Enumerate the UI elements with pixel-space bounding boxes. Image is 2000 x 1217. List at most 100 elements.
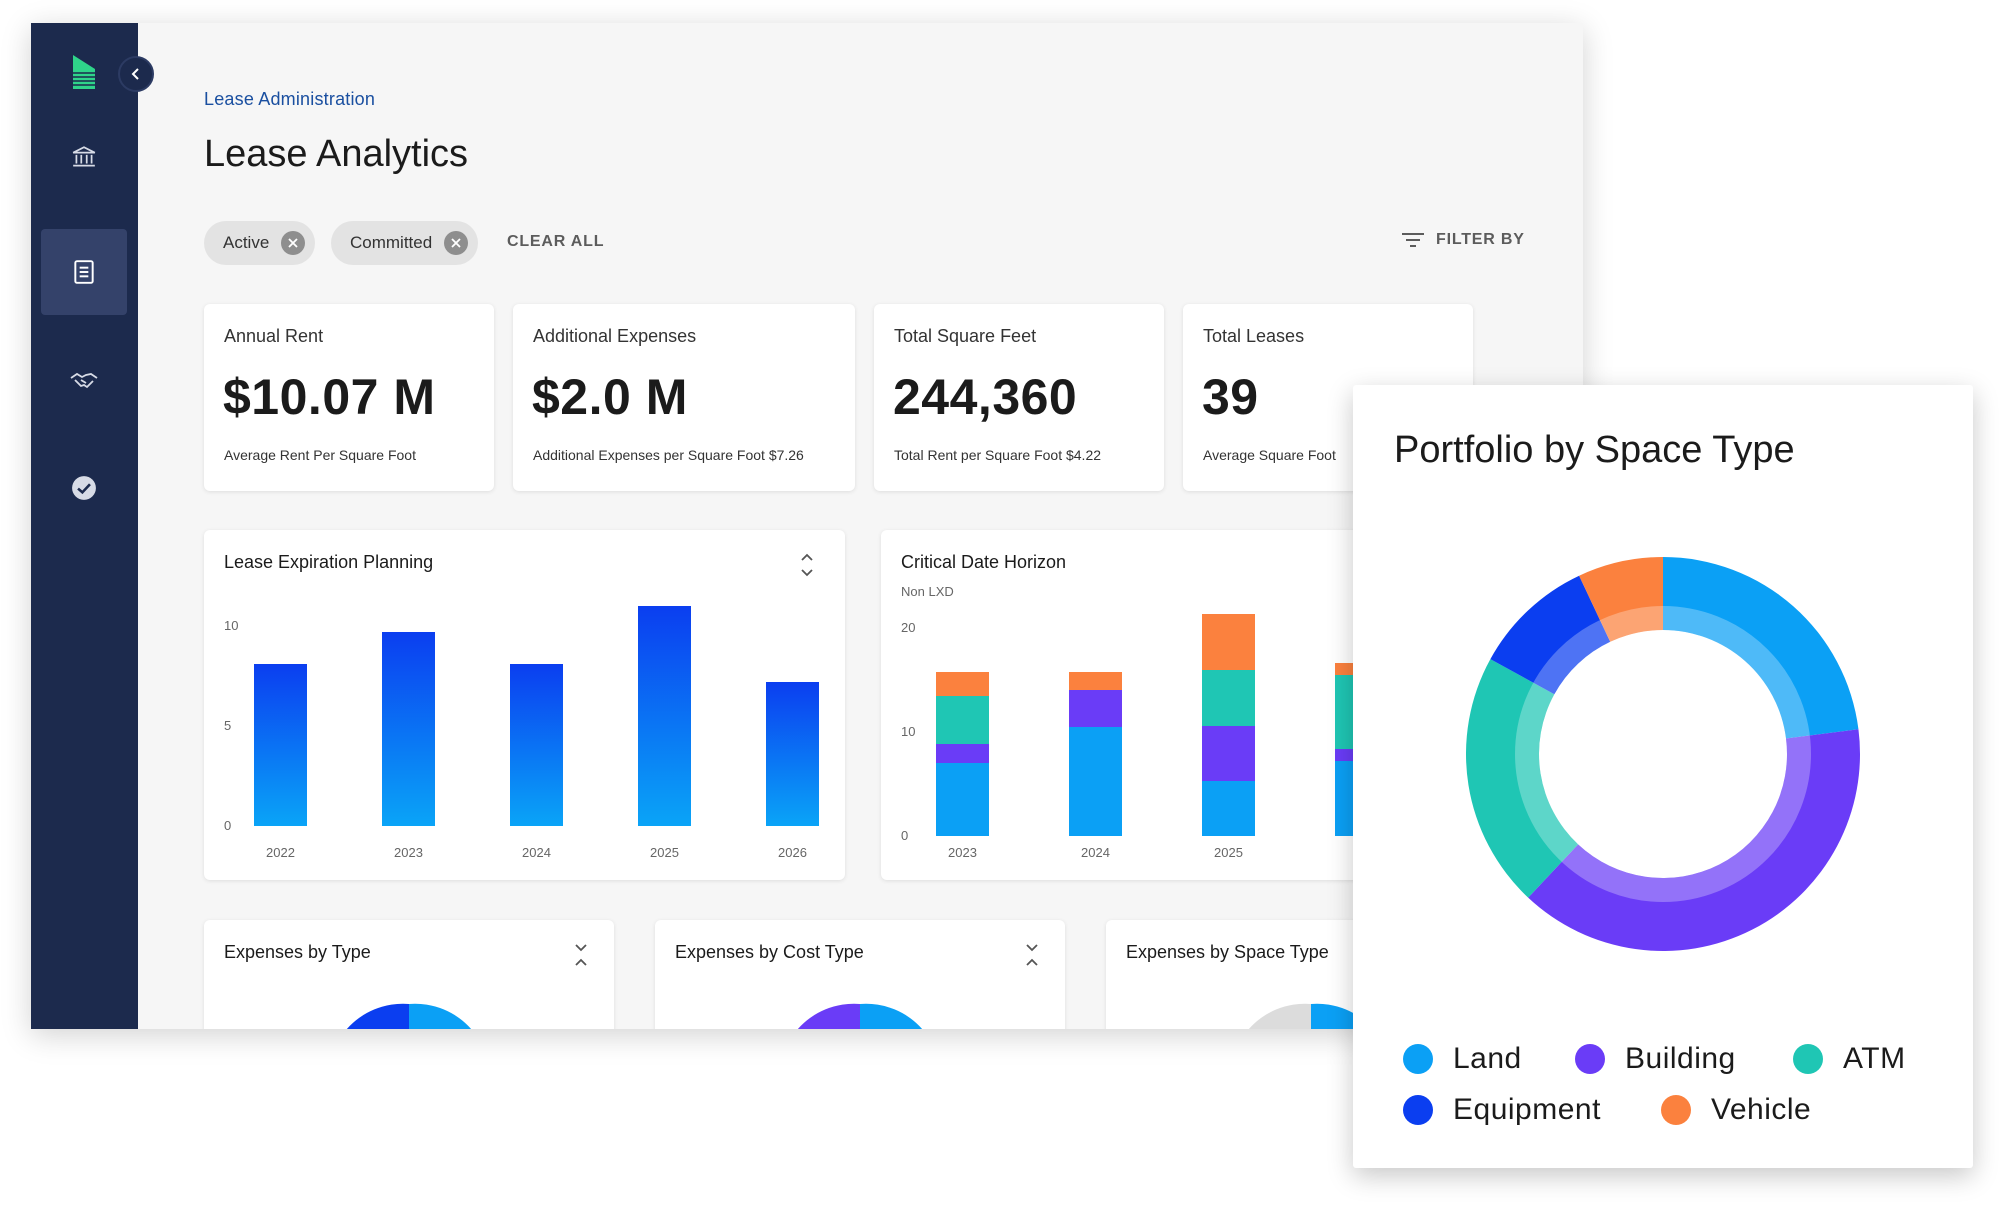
app-logo[interactable] (73, 55, 95, 94)
card-title: Expenses by Cost Type (675, 942, 864, 962)
remove-chip-button[interactable] (444, 231, 469, 255)
donut-slice-vehicle[interactable] (1579, 557, 1663, 642)
legend-item-equipment: Equipment (1403, 1093, 1601, 1127)
chevron-left-icon (131, 68, 139, 80)
pie-preview (797, 1003, 923, 1029)
legend-label: Building (1625, 1042, 1736, 1075)
kpi-value: $2.0 M (532, 369, 688, 425)
card-title: Expenses by Space Type (1126, 942, 1329, 962)
kpi-label: Additional Expenses (533, 326, 697, 346)
kpi-card-total-square-feet: Total Square Feet 244,360 Total Rent per… (874, 304, 1164, 491)
kpi-label: Total Square Feet (894, 326, 1037, 346)
stacked-bar-segment (1202, 669, 1255, 726)
stacked-bar-segment (936, 744, 989, 764)
chip-label: Active (223, 233, 270, 252)
legend-label: Vehicle (1711, 1093, 1812, 1126)
x-tick-label: 2025 (1214, 845, 1243, 860)
expenses-by-cost-type-card: Expenses by Cost Type (655, 920, 1065, 1029)
legend-item-vehicle: Vehicle (1661, 1093, 1811, 1127)
stacked-bar-segment (1202, 780, 1255, 836)
legend-swatch (1661, 1095, 1691, 1125)
sort-icon[interactable] (800, 552, 814, 578)
stacked-bar-segment (936, 671, 989, 696)
kpi-value: 39 (1202, 369, 1259, 425)
portfolio-by-space-type-card: Portfolio by Space Type Land Building ATM E… (1353, 385, 1973, 1168)
breadcrumb[interactable]: Lease Administration (204, 89, 376, 109)
kpi-label: Total Leases (1203, 326, 1305, 346)
y-tick-label: 20 (901, 620, 916, 635)
kpi-subtext: Average Rent Per Square Foot (224, 447, 416, 463)
y-tick-label: 5 (224, 718, 232, 733)
close-icon (288, 238, 298, 248)
x-tick-label: 2023 (948, 845, 977, 860)
kpi-subtext: Additional Expenses per Square Foot $7.2… (533, 447, 804, 463)
chart-title: Portfolio by Space Type (1394, 429, 1795, 471)
kpi-card-annual-rent: Annual Rent $10.07 M Average Rent Per Sq… (204, 304, 494, 491)
stacked-bar-segment (1069, 671, 1122, 691)
filter-icon (1402, 233, 1424, 247)
stacked-bar-segment (1069, 726, 1122, 836)
x-tick-label: 2026 (778, 845, 807, 860)
donut-slice-atm[interactable] (1466, 659, 1579, 898)
pie-preview (346, 1003, 472, 1029)
sidebar-item-leases[interactable] (41, 229, 127, 315)
donut-chart (1466, 557, 1860, 951)
bar (382, 632, 435, 826)
stacked-bar-segment (1069, 690, 1122, 727)
kpi-value: $10.07 M (223, 369, 436, 425)
collapse-icon[interactable] (574, 942, 588, 968)
sidebar-item-tasks[interactable] (41, 445, 127, 531)
kpi-subtext: Total Rent per Square Foot $4.22 (894, 447, 1102, 463)
chart-title: Lease Expiration Planning (224, 552, 434, 572)
y-tick-label: 10 (224, 618, 239, 633)
legend-label: Land (1453, 1042, 1522, 1075)
sidebar-item-properties[interactable] (41, 114, 127, 200)
filter-chip-active: Active (204, 221, 316, 265)
legend-label: Equipment (1453, 1093, 1601, 1126)
y-tick-label: 0 (901, 828, 909, 843)
legend-swatch (1403, 1095, 1433, 1125)
collapse-icon[interactable] (1025, 942, 1039, 968)
sidebar-item-deals[interactable] (41, 338, 127, 424)
filter-by-button[interactable]: FILTER BY (1402, 231, 1525, 249)
lease-expiration-chart-card: Lease Expiration Planning 10 5 0 2022 2023 20… (204, 530, 845, 880)
y-tick-label: 0 (224, 818, 232, 833)
x-tick-label: 2023 (394, 845, 423, 860)
kpi-value: 244,360 (893, 369, 1078, 425)
stacked-bar-segment (936, 695, 989, 745)
bar (510, 664, 563, 826)
chip-label: Committed (350, 233, 433, 252)
check-circle-icon (72, 476, 96, 500)
filter-by-label: FILTER BY (1436, 231, 1525, 248)
clear-all-button[interactable]: CLEAR ALL (507, 233, 605, 250)
chart-subtitle: Non LXD (901, 584, 954, 599)
legend-item-land: Land (1403, 1042, 1522, 1076)
app-window: Lease Administration Lease Analytics Act… (31, 23, 1583, 1029)
sidebar-collapse-button[interactable] (118, 56, 154, 92)
donut-slice-land[interactable] (1663, 557, 1859, 739)
remove-chip-button[interactable] (281, 231, 306, 255)
stacked-bar-segment (1202, 725, 1255, 781)
x-tick-label: 2025 (650, 845, 679, 860)
x-tick-label: 2024 (1081, 845, 1110, 860)
card-title: Expenses by Type (224, 942, 371, 962)
legend-swatch (1575, 1044, 1605, 1074)
page-title: Lease Analytics (204, 133, 469, 175)
sidebar (31, 23, 138, 1029)
document-icon (74, 260, 94, 284)
donut-inner-ring (1515, 606, 1811, 902)
expenses-by-type-card: Expenses by Type (204, 920, 614, 1029)
donut-slice-building[interactable] (1528, 729, 1860, 951)
legend-swatch (1793, 1044, 1823, 1074)
legend-item-atm: ATM (1793, 1042, 1906, 1076)
x-tick-label: 2022 (266, 845, 295, 860)
donut-slice-equipment[interactable] (1490, 575, 1611, 695)
y-tick-label: 10 (901, 724, 916, 739)
bar (766, 682, 819, 826)
legend-item-building: Building (1575, 1042, 1736, 1076)
handshake-icon (70, 372, 98, 389)
chart-title: Critical Date Horizon (901, 552, 1067, 572)
bank-icon (72, 146, 96, 167)
bar (638, 606, 691, 826)
kpi-label: Annual Rent (224, 326, 324, 346)
